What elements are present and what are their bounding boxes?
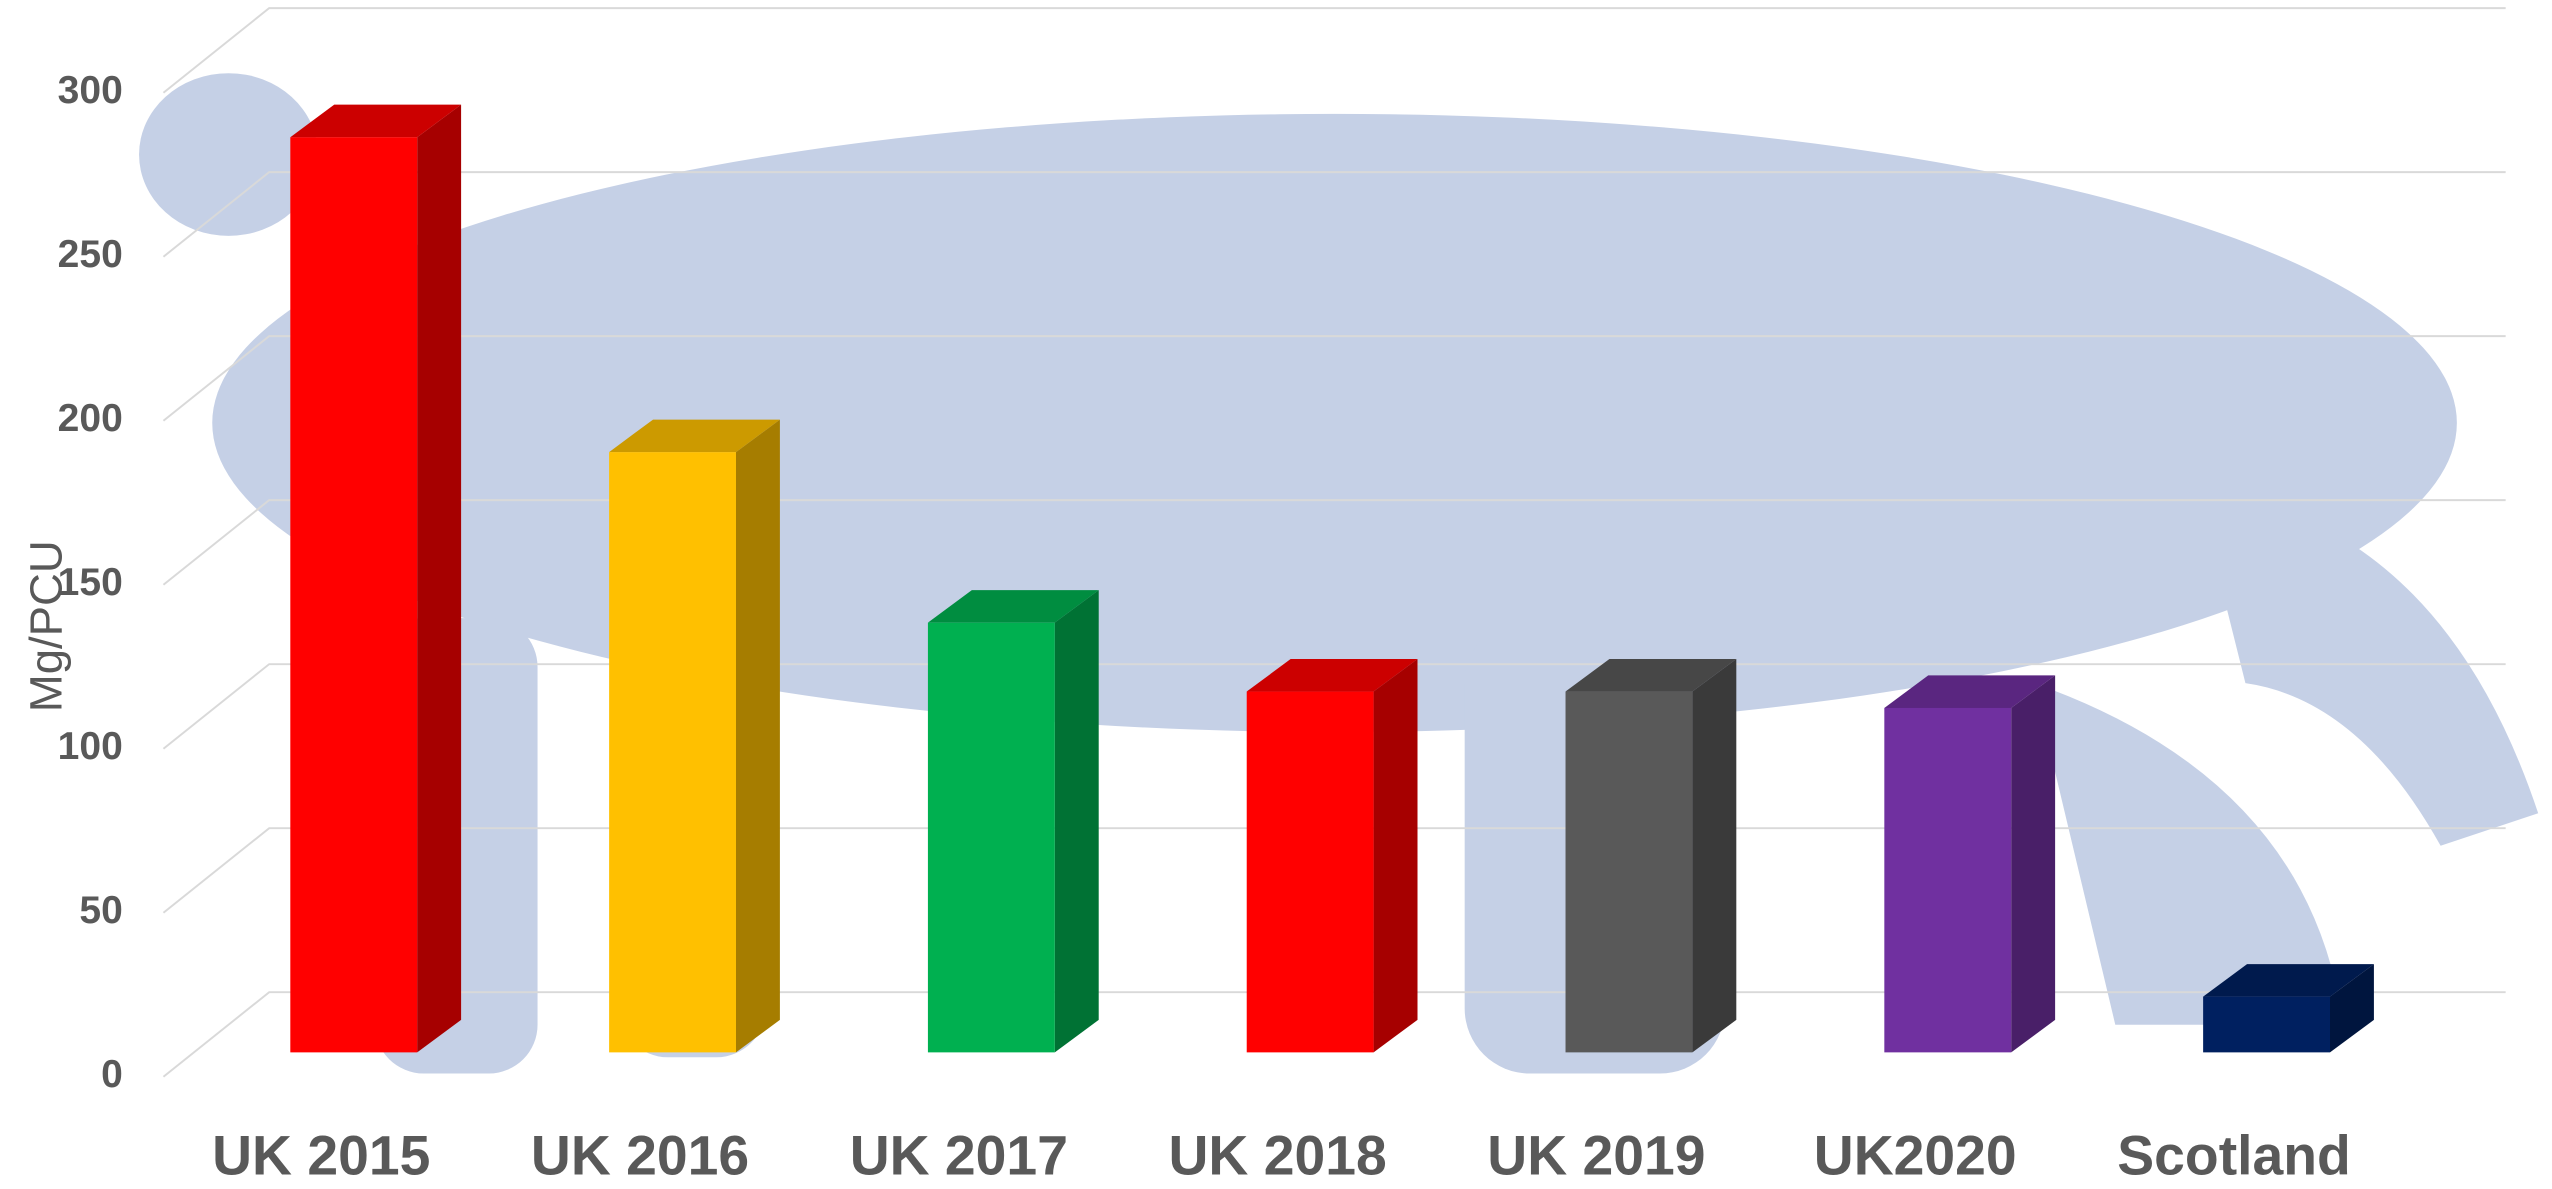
y-axis-label: Mg/PCU (21, 540, 72, 712)
grid-line (162, 499, 2506, 586)
bar-side (1373, 659, 1418, 1053)
bar-side (2329, 964, 2374, 1053)
grid-line (162, 335, 2506, 422)
y-tick-label: 250 (58, 233, 123, 276)
grid-line (162, 171, 2506, 258)
bar (1884, 707, 2012, 1053)
bar (927, 622, 1055, 1053)
x-tick-label: Scotland (2117, 1124, 2351, 1186)
bar (1565, 691, 1693, 1053)
y-tick-label: 300 (58, 69, 123, 112)
bar-side (735, 419, 780, 1053)
y-tick-label: 50 (79, 889, 122, 932)
y-tick-label: 150 (58, 561, 123, 604)
bar-side (2011, 675, 2056, 1053)
grid-line (162, 7, 2506, 94)
bar-top (290, 104, 462, 138)
x-tick-label: UK 2017 (850, 1124, 1068, 1186)
bar-top (927, 590, 1099, 623)
bar (290, 137, 418, 1053)
bar (2203, 996, 2330, 1053)
x-tick-label: UK 2016 (531, 1124, 749, 1186)
grid-line (162, 991, 2506, 1078)
bar-top (1565, 659, 1737, 692)
y-tick-label: 0 (101, 1053, 123, 1096)
bar-top (2203, 964, 2374, 997)
y-tick-label: 100 (58, 725, 123, 768)
bar-top (1246, 659, 1418, 692)
x-tick-label: UK 2015 (212, 1124, 430, 1186)
grid-line (162, 827, 2506, 914)
grid-line (162, 663, 2506, 750)
bar-side (1054, 590, 1099, 1053)
bar-side (1692, 659, 1737, 1053)
y-tick-label: 200 (58, 397, 123, 440)
bar-side (417, 104, 462, 1053)
bar (609, 452, 736, 1053)
x-tick-label: UK 2018 (1169, 1124, 1387, 1186)
bar-top (609, 419, 780, 453)
x-tick-label: UK2020 (1814, 1124, 2017, 1186)
x-tick-label: UK 2019 (1487, 1124, 1705, 1186)
bar-top (1884, 675, 2056, 708)
bar (1246, 691, 1374, 1053)
